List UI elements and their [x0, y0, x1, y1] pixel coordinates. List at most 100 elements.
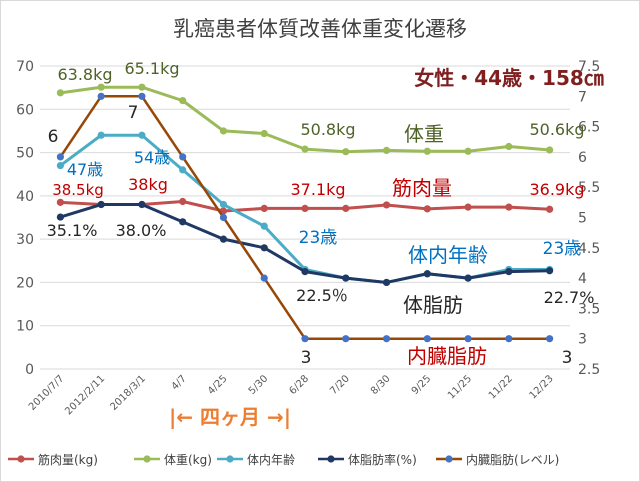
data-point-fatrate	[56, 213, 64, 221]
period-label: |← 四ヶ月 →|	[169, 405, 291, 429]
y-left-tick-label: 50	[16, 146, 34, 162]
data-label: 23歳	[299, 228, 338, 248]
data-label: 47歳	[67, 160, 103, 179]
data-point-muscle	[342, 204, 350, 213]
data-point-weight	[179, 97, 187, 105]
data-point-muscle	[301, 204, 309, 213]
legend-label-bodyage: 体内年齢	[247, 452, 295, 467]
y-right-tick-label: 6.5	[578, 120, 600, 136]
y-left-tick-label: 20	[16, 275, 34, 291]
y-right-tick-label: 5	[578, 211, 587, 227]
legend-swatch-marker-bodyage	[226, 455, 234, 463]
data-label: 50.6kg	[529, 120, 584, 139]
data-point-fatrate	[179, 218, 187, 226]
data-point-visceral	[138, 92, 146, 100]
y-right-tick-label: 2.5	[578, 362, 600, 378]
data-label: 54歳	[134, 148, 170, 167]
data-point-muscle	[179, 197, 187, 206]
data-label: 38kg	[128, 175, 168, 194]
data-point-fatrate	[97, 200, 105, 209]
legend-label-weight: 体重(kg)	[164, 453, 212, 467]
legend-label-visceral: 内臓脂肪(レベル)	[466, 452, 559, 467]
data-point-weight	[260, 129, 268, 138]
data-point-fatrate	[342, 274, 350, 282]
data-point-visceral	[179, 153, 187, 161]
data-label: 37.1kg	[290, 180, 345, 199]
data-label: 36.9kg	[529, 180, 584, 199]
data-point-visceral	[342, 335, 350, 343]
data-point-visceral	[464, 335, 472, 343]
series-label: 筋肉量	[392, 176, 452, 200]
data-point-weight	[138, 83, 146, 91]
data-point-bodyage	[179, 166, 187, 174]
series-label: 体内年齢	[408, 243, 488, 267]
data-point-visceral	[56, 153, 64, 161]
data-point-muscle	[260, 204, 268, 213]
data-label: 38.5kg	[52, 181, 104, 199]
y-right-tick-label: 5.5	[578, 180, 600, 196]
legend-swatch-marker-weight	[143, 455, 151, 463]
data-label: 3	[562, 348, 573, 368]
y-left-tick-label: 60	[16, 102, 34, 118]
data-point-visceral	[546, 335, 554, 343]
data-point-muscle	[505, 203, 513, 211]
data-point-fatrate	[219, 235, 228, 243]
chart-title: 乳癌患者体質改善体重変化遷移	[173, 17, 467, 41]
data-point-fatrate	[301, 268, 309, 276]
y-left-tick-label: 40	[16, 189, 34, 205]
data-point-bodyage	[97, 131, 105, 139]
data-label: 65.1kg	[124, 59, 179, 78]
legend-label-muscle: 筋肉量(kg)	[38, 452, 98, 467]
legend: 筋肉量(kg) 体重(kg) 体内年齢 体脂肪率(%) 内臓脂肪(レベル)	[8, 452, 559, 467]
legend-label-fatrate: 体脂肪率(%)	[348, 452, 417, 467]
chart-subtitle: 女性・44歳・158㎝	[414, 66, 604, 90]
data-point-weight	[301, 145, 309, 153]
series-label: 体重	[404, 122, 444, 146]
data-point-visceral	[219, 213, 228, 222]
data-point-fatrate	[138, 200, 146, 209]
data-point-weight	[464, 147, 472, 155]
y-right-tick-label: 3.5	[578, 301, 600, 317]
y-left-tick-label: 30	[16, 232, 34, 248]
data-label: 63.8kg	[57, 65, 112, 84]
data-label: 22.7%	[544, 288, 595, 307]
data-point-weight	[505, 142, 513, 151]
data-point-visceral	[97, 92, 105, 100]
data-point-muscle	[56, 198, 64, 206]
y-left-tick-label: 10	[16, 319, 34, 335]
data-point-weight	[423, 147, 431, 155]
data-point-fatrate	[382, 278, 391, 287]
data-point-visceral	[505, 335, 513, 343]
data-label: 38.0%	[116, 221, 167, 240]
data-point-visceral	[423, 335, 431, 343]
y-right-tick-label: 7.5	[578, 59, 600, 75]
data-point-muscle	[464, 203, 472, 211]
data-point-fatrate	[260, 244, 268, 252]
data-label: 23歳	[543, 239, 582, 259]
y-right-tick-label: 7	[578, 89, 587, 105]
data-point-weight	[97, 83, 105, 91]
data-label: 6	[48, 127, 59, 147]
data-point-weight	[342, 148, 350, 156]
data-point-visceral	[301, 335, 309, 343]
data-label: 50.8kg	[300, 120, 355, 139]
data-point-muscle	[382, 201, 391, 209]
legend-swatch-marker-fatrate	[327, 455, 335, 463]
series-label: 内臓脂肪	[407, 344, 487, 368]
data-label: 22.5％	[296, 286, 348, 305]
data-point-fatrate	[505, 268, 513, 276]
data-point-visceral	[260, 274, 268, 282]
legend-swatch-marker-muscle	[17, 455, 25, 463]
data-label: 7	[128, 103, 139, 123]
data-label: 35.1%	[47, 221, 98, 240]
data-point-weight	[546, 146, 554, 154]
data-point-bodyage	[219, 200, 228, 209]
data-point-bodyage	[138, 131, 146, 139]
y-right-tick-label: 4.5	[578, 241, 600, 257]
data-point-visceral	[382, 335, 391, 343]
y-axis-left: 0 10 20 30 40 50 60 70	[16, 59, 34, 378]
data-point-bodyage	[260, 222, 268, 230]
